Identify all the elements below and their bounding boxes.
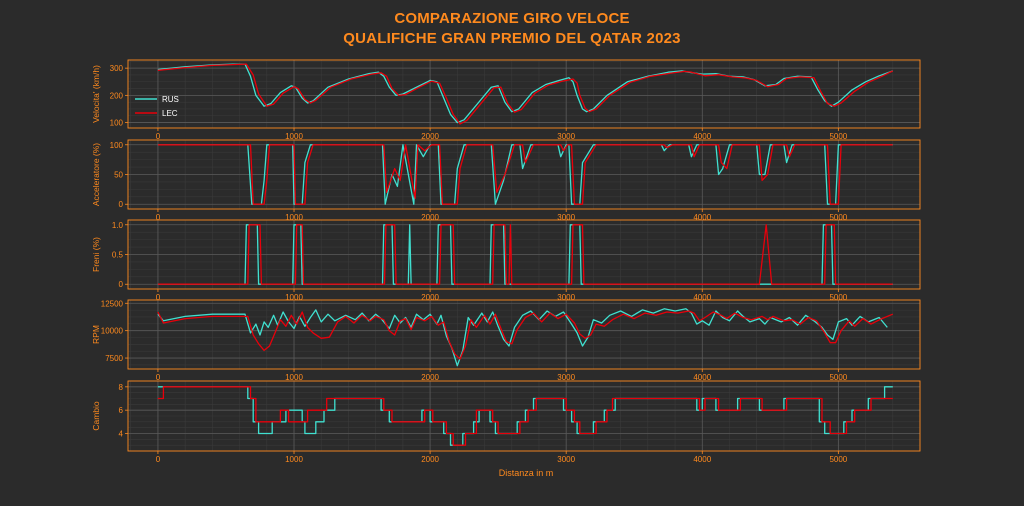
chart-title-line-1: COMPARAZIONE GIRO VELOCE [394,10,629,27]
panel-speed-background [128,60,920,128]
panel-brake-x-tick-label: 2000 [421,293,439,302]
panel-brake-y-tick-label: 0 [119,280,124,289]
panel-throttle-x-tick-label: 0 [156,213,161,222]
series-lec-throttle [157,144,893,205]
panel-speed-x-tick-label: 2000 [421,132,439,141]
panel-brake-y-tick-label: 0.5 [112,251,124,260]
panel-throttle-x-tick-label: 5000 [829,213,847,222]
series-lec-rpm [157,310,894,360]
panel-rpm: 7500 10000 12500 0 1000 2000 3000 4000 5000 RPM [91,299,921,382]
panel-gear-x-tick-label: 0 [156,455,161,464]
panel-rpm-x-tick-label: 0 [156,373,161,382]
panel-speed-y-axis-label: Velocita' (km/h) [91,65,101,123]
series-lec-gear [157,386,893,446]
panel-brake-y-tick-label: 1.0 [112,221,124,230]
legend-label-lec: LEC [162,109,178,118]
panel-gear-x-tick-label: 3000 [557,455,575,464]
legend-label-rus: RUS [162,95,179,104]
panel-gear: 4 6 8 0 1000 2000 3000 4000 5000 Cambio [91,380,921,464]
panel-speed-x-tick-label: 5000 [829,132,847,141]
panel-rpm-y-tick-label: 12500 [101,299,124,308]
panel-throttle-x-tick-label: 1000 [285,213,303,222]
panel-throttle-y-tick-label: 50 [114,171,123,180]
series-lec-speed [157,63,894,125]
chart-title-line-2: QUALIFICHE GRAN PREMIO DEL QATAR 2023 [343,30,680,47]
panel-brake-x-tick-label: 5000 [829,293,847,302]
panel-rpm-y-tick-label: 7500 [105,354,123,363]
panel-speed-y-tick-label: 200 [110,91,124,100]
legend: RUS LEC [135,95,179,118]
panel-speed-x-tick-label: 0 [156,132,161,141]
panel-brake: 0 0.5 1.0 0 1000 2000 3000 4000 5000 Freni (%) [91,219,921,302]
panel-rpm-x-tick-label: 1000 [285,373,303,382]
panel-rpm-y-tick-label: 10000 [101,327,124,336]
panel-brake-y-axis-label: Freni (%) [91,237,101,272]
panel-throttle-x-tick-label: 3000 [557,213,575,222]
panel-gear-x-tick-label: 4000 [693,455,711,464]
panel-rpm-y-axis-label: RPM [91,325,101,344]
panel-brake-x-tick-label: 1000 [285,293,303,302]
panel-brake-x-tick-label: 3000 [557,293,575,302]
panel-gear-x-tick-label: 5000 [829,455,847,464]
panel-gear-x-tick-label: 1000 [285,455,303,464]
panel-speed-y-tick-label: 100 [110,119,124,128]
panel-rpm-x-tick-label: 2000 [421,373,439,382]
panel-speed-frame [127,59,921,129]
panel-brake-x-tick-label: 4000 [693,293,711,302]
panel-speed-x-tick-label: 1000 [285,132,303,141]
panel-rpm-x-tick-label: 3000 [557,373,575,382]
panel-throttle-x-tick-label: 4000 [693,213,711,222]
panel-speed-x-tick-label: 4000 [693,132,711,141]
panel-rpm-x-tick-label: 4000 [693,373,711,382]
panel-gear-y-axis-label: Cambio [91,401,101,431]
panel-gear-y-tick-label: 6 [119,406,124,415]
x-axis-label: Distanza in m [499,468,554,478]
panel-gear-y-tick-label: 8 [119,383,124,392]
panel-gear-y-tick-label: 4 [119,430,124,439]
panel-gear-frame [127,380,921,452]
panel-throttle-y-tick-label: 100 [110,141,124,150]
panel-throttle-y-tick-label: 0 [119,200,124,209]
panel-throttle-y-axis-label: Acceleratore (%) [91,143,101,206]
series-rus-speed [157,63,894,124]
panel-gear-x-tick-label: 2000 [421,455,439,464]
panel-rpm-frame [127,299,921,370]
panel-rpm-x-tick-label: 5000 [829,373,847,382]
series-lec-brake [157,224,893,285]
panel-throttle-x-tick-label: 2000 [421,213,439,222]
panel-brake-x-tick-label: 0 [156,293,161,302]
panel-speed-x-tick-label: 3000 [557,132,575,141]
panel-speed-y-tick-label: 300 [110,64,124,73]
